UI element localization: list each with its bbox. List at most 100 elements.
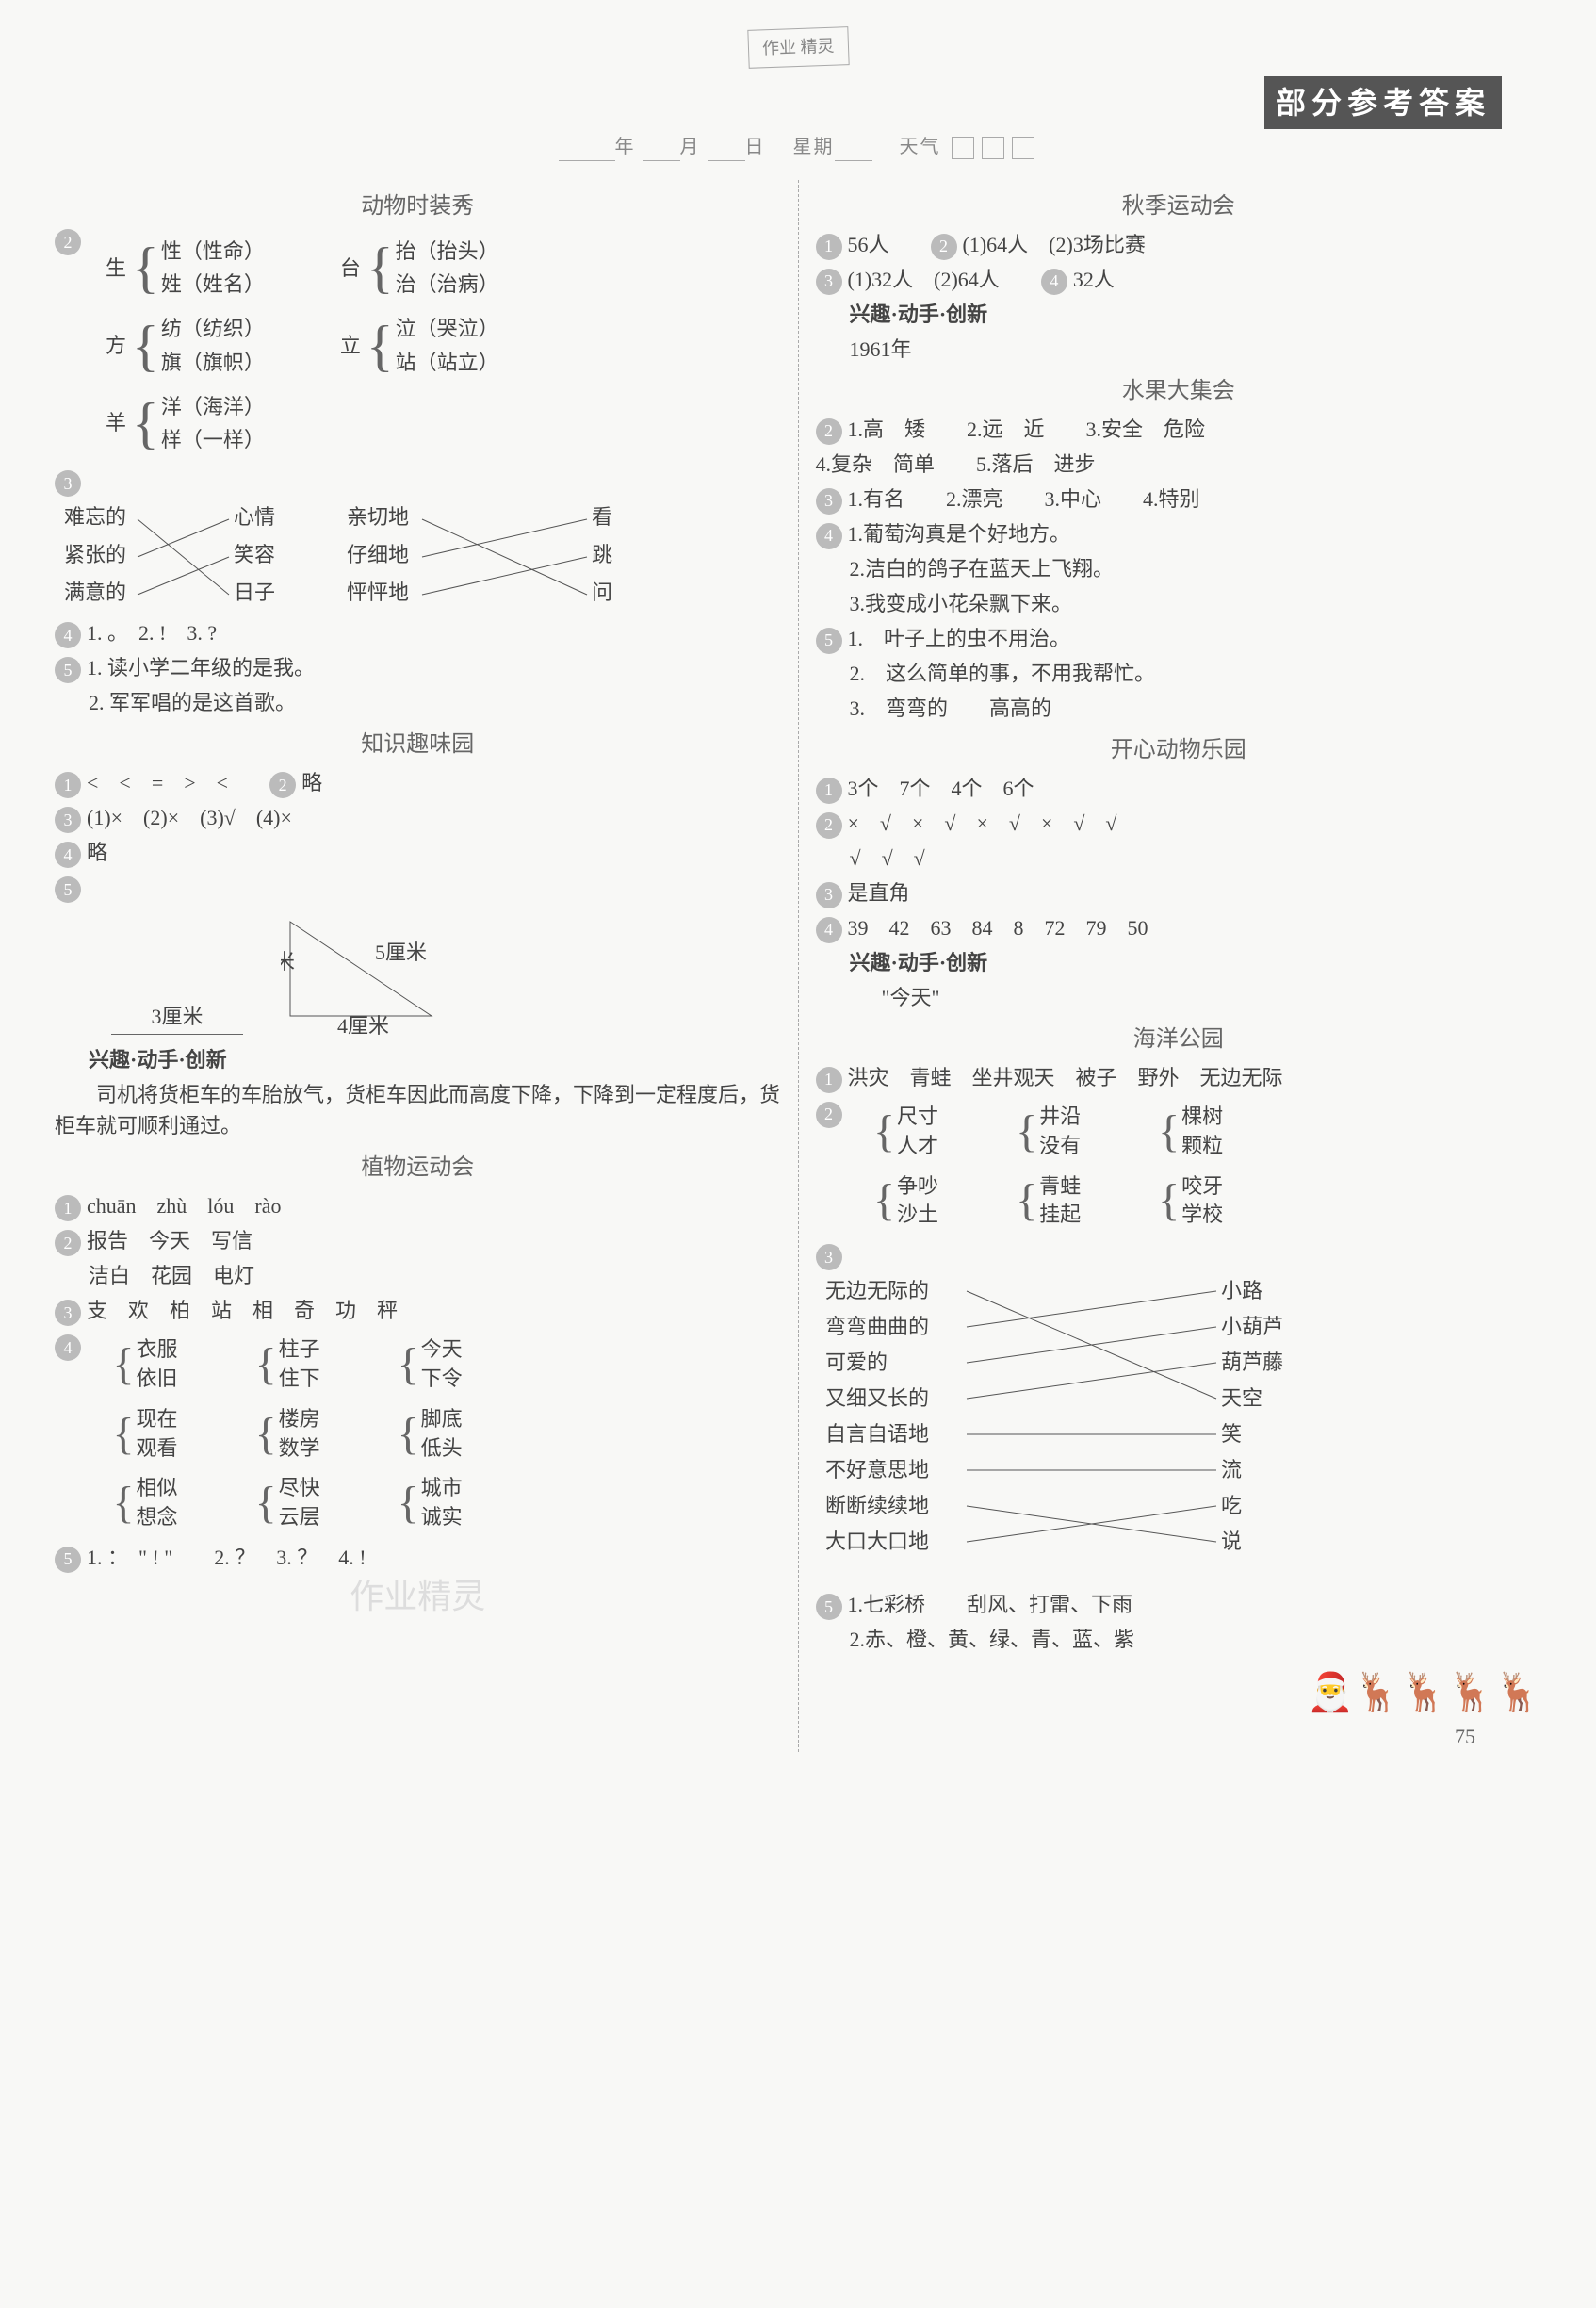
svg-text:仔细地: 仔细地 [347, 543, 409, 566]
answer-text: 支 欢 柏 站 相 奇 功 秤 [87, 1299, 398, 1322]
section-title: 海洋公园 [816, 1023, 1542, 1056]
left-column: 动物时装秀 2 生{性（性命）姓（姓名） 台{抬（抬头）治（治病） 方{纺（纺织… [38, 180, 799, 1752]
svg-text:满意的: 满意的 [64, 581, 126, 604]
brace-item: 数学 [279, 1434, 320, 1464]
answer-text: 报告 今天 写信 [87, 1229, 252, 1252]
svg-text:紧张的: 紧张的 [64, 543, 126, 566]
weekday-label: 星期 [793, 137, 835, 157]
svg-text:断断续续地: 断断续续地 [825, 1494, 929, 1517]
svg-text:可爱的: 可爱的 [825, 1350, 888, 1374]
brace-item: 争吵 [897, 1172, 938, 1202]
svg-text:5厘米: 5厘米 [375, 941, 427, 964]
answer-text: 1.七彩桥 刮风、打雷、下雨 [848, 1593, 1133, 1616]
section-title: 水果大集会 [816, 374, 1542, 408]
svg-text:跳: 跳 [592, 543, 612, 566]
brace-item: 柱子 [279, 1335, 320, 1365]
svg-text:心情: 心情 [234, 505, 275, 529]
month-label: 月 [680, 137, 701, 157]
svg-text:吃: 吃 [1221, 1494, 1242, 1517]
answer-text: 3个 7个 4个 6个 [848, 777, 1034, 800]
q-num: 2 [269, 772, 296, 798]
year-label: 年 [615, 137, 636, 157]
triangle-diagram: 3厘米 3厘米 5厘米 4厘米 [111, 912, 781, 1035]
brace-item: 人才 [897, 1132, 938, 1161]
banner-text: 部分参考答案 [1264, 76, 1502, 129]
brace-item: 抬（抬头） [396, 235, 499, 268]
q-num: 3 [55, 470, 81, 497]
q-num: 1 [816, 234, 842, 260]
answer-text: 39 42 63 84 8 72 79 50 [848, 916, 1148, 940]
q-num: 2 [816, 812, 842, 839]
answer-text: (1)32人 (2)64人 [848, 268, 1000, 291]
answer-text: 2.赤、橙、黄、绿、青、蓝、紫 [850, 1624, 1542, 1655]
brace-item: 站（站立） [396, 346, 499, 379]
answer-text: 1.有名 2.漂亮 3.中心 4.特别 [848, 487, 1200, 511]
answer-text: 略 [87, 841, 107, 864]
answer-text: 3. 弯弯的 高高的 [850, 693, 1542, 724]
content-columns: 动物时装秀 2 生{性（性命）姓（姓名） 台{抬（抬头）治（治病） 方{纺（纺织… [38, 180, 1558, 1752]
brace-item: 楼房 [279, 1405, 320, 1434]
brace-item: 青蛙 [1039, 1172, 1081, 1202]
brace-item: 云层 [279, 1503, 320, 1532]
answer-text: 2. 军军唱的是这首歌。 [89, 687, 781, 718]
svg-text:3厘米: 3厘米 [281, 950, 295, 974]
brace-item: 现在 [137, 1405, 178, 1434]
q-num: 4 [55, 842, 81, 868]
brace-item: 颗粒 [1181, 1132, 1223, 1161]
brace-item: 想念 [137, 1503, 178, 1532]
measure-label: 3厘米 [111, 1001, 243, 1035]
q-num: 2 [55, 229, 81, 255]
brace-item: 诚实 [421, 1503, 463, 1532]
brace-item: 治（治病） [396, 268, 499, 301]
answer-text: 1. ： " ! " 2. ？ 3. ？ 4. ! [87, 1546, 366, 1569]
q-num: 2 [931, 234, 957, 260]
svg-text:大口大口地: 大口大口地 [825, 1530, 929, 1553]
answer-text: "今天" [882, 982, 1542, 1013]
section-title: 动物时装秀 [55, 189, 781, 223]
right-column: 秋季运动会 156人 2(1)64人 (2)3场比赛 3(1)32人 (2)64… [799, 180, 1559, 1752]
answer-text: 56人 [848, 233, 889, 256]
svg-text:亲切地: 亲切地 [347, 505, 409, 529]
section-title: 开心动物乐园 [816, 733, 1542, 767]
section-title: 知识趣味园 [55, 728, 781, 761]
subsection-title: 兴趣·动手·创新 [850, 947, 1542, 978]
answer-text: (1)64人 (2)3场比赛 [963, 233, 1146, 256]
subsection-title: 兴趣·动手·创新 [850, 299, 1542, 330]
q-num: 3 [816, 269, 842, 295]
svg-text:弯弯曲曲的: 弯弯曲曲的 [825, 1315, 929, 1338]
q-num: 5 [816, 1594, 842, 1620]
brace-item: 沙土 [897, 1201, 938, 1230]
brace-item: 学校 [1181, 1201, 1223, 1230]
brace-item: 样（一样） [161, 423, 265, 456]
q-num: 1 [816, 1067, 842, 1093]
top-logo: 作业 精灵 [38, 28, 1558, 67]
answer-text: 洁白 花园 电灯 [89, 1260, 781, 1291]
q-num: 2 [816, 1102, 842, 1128]
q-num: 3 [816, 488, 842, 515]
q-num: 4 [816, 917, 842, 943]
svg-text:看: 看 [592, 505, 612, 529]
footer-decoration: 🎅🦌🦌🦌🦌 [816, 1664, 1542, 1721]
svg-text:说: 说 [1221, 1530, 1242, 1553]
answer-text: 1. 叶子上的虫不用治。 [848, 627, 1071, 650]
q-num: 1 [55, 772, 81, 798]
page-number: 75 [816, 1721, 1542, 1752]
match-diagram: 无边无际的弯弯曲曲的可爱的又细又长的自言自语地不好意思地断断续续地大口大口地小路… [825, 1274, 1391, 1585]
answer-text: 洪灾 青蛙 坐井观天 被子 野外 无边无际 [848, 1066, 1283, 1089]
brace-item: 泣（哭泣） [396, 312, 499, 345]
brace-root: 生 [106, 253, 126, 284]
match-diagram: 难忘的 紧张的 满意的 心情 笑容 日子 亲切地 仔细地 怦怦地 看 跳 问 [64, 500, 667, 614]
svg-text:无边无际的: 无边无际的 [825, 1279, 929, 1302]
brace-item: 尺寸 [897, 1103, 938, 1132]
brace-item: 没有 [1039, 1132, 1081, 1161]
answer-text: 4.复杂 简单 5.落后 进步 [816, 449, 1542, 480]
brace-item: 依旧 [137, 1365, 178, 1394]
weather-label: 天气 [900, 137, 941, 157]
brace-item: 姓（姓名） [161, 268, 265, 301]
svg-text:4厘米: 4厘米 [337, 1014, 389, 1035]
q-num: 5 [55, 657, 81, 683]
answer-text: × √ × √ × √ × √ √ [848, 811, 1117, 835]
brace-item: 下令 [421, 1365, 463, 1394]
brace-item: 纺（纺织） [161, 312, 265, 345]
date-line: 年 月 日 星期 天气 [38, 133, 1558, 161]
